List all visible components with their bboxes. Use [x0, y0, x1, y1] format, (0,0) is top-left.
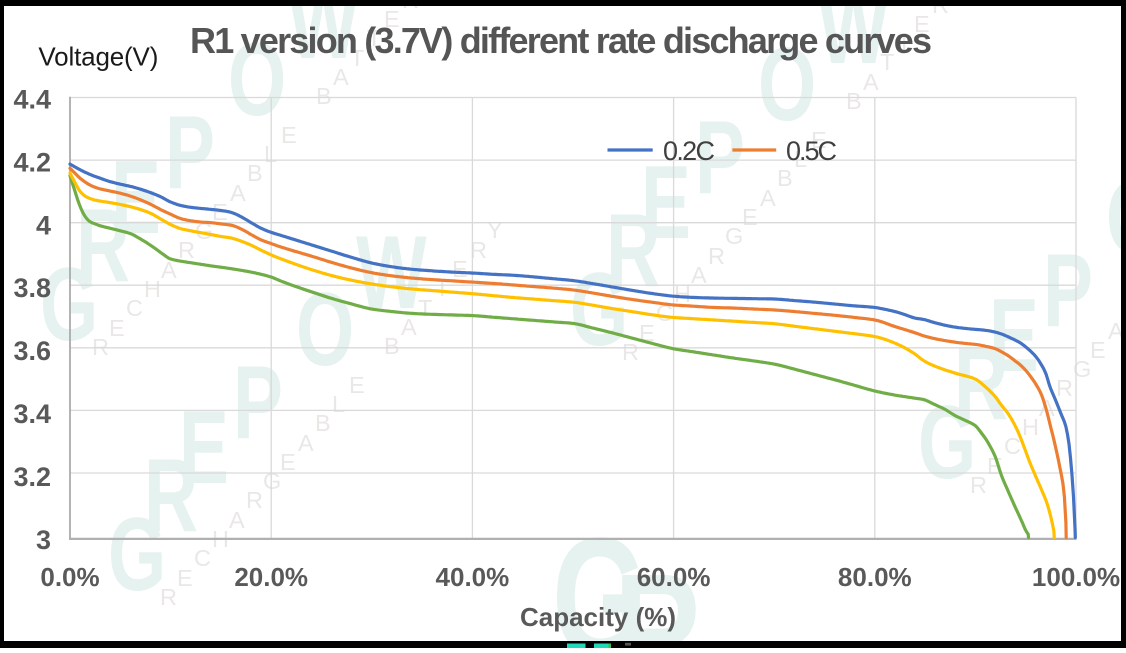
- svg-text:E: E: [384, 6, 400, 32]
- svg-text:C: C: [194, 545, 211, 571]
- svg-text:E: E: [109, 315, 125, 341]
- svg-text:R: R: [1056, 375, 1073, 401]
- svg-text:G: G: [918, 385, 976, 501]
- svg-text:L: L: [264, 141, 277, 167]
- svg-text:Y: Y: [487, 217, 503, 243]
- svg-text:R: R: [622, 339, 639, 365]
- svg-text:T: T: [350, 45, 364, 71]
- svg-text:E: E: [177, 565, 193, 591]
- svg-text:E: E: [179, 390, 229, 506]
- svg-text:E: E: [914, 11, 930, 37]
- svg-text:G: G: [195, 218, 213, 244]
- svg-text:R1 version (3.7V) different ra: R1 version (3.7V) different rate dischar…: [190, 20, 932, 61]
- svg-text:E: E: [212, 199, 228, 225]
- svg-text:R: R: [708, 243, 725, 269]
- svg-text:A: A: [333, 64, 349, 90]
- svg-text:O: O: [758, 27, 816, 143]
- svg-text:R: R: [470, 237, 487, 263]
- svg-text:H: H: [674, 281, 691, 307]
- svg-text:A: A: [863, 69, 879, 95]
- svg-text:C: C: [1004, 433, 1021, 459]
- svg-text:R: R: [160, 584, 177, 610]
- svg-text:A: A: [401, 314, 417, 340]
- svg-text:R: R: [92, 334, 109, 360]
- svg-text:A: A: [230, 180, 246, 206]
- svg-text:E: E: [281, 122, 297, 148]
- svg-text:W: W: [818, 0, 889, 86]
- svg-text:H: H: [1022, 414, 1039, 440]
- svg-text:Voltage(V): Voltage(V): [38, 41, 158, 71]
- svg-text:E: E: [1090, 337, 1106, 363]
- svg-text:O: O: [228, 22, 286, 138]
- svg-text:R: R: [246, 487, 263, 513]
- svg-text:3: 3: [36, 525, 51, 555]
- svg-text:G: G: [725, 223, 743, 249]
- svg-text:G: G: [263, 468, 281, 494]
- svg-text:B: B: [315, 410, 331, 436]
- svg-text:40.0%: 40.0%: [436, 562, 510, 592]
- svg-text:R: R: [178, 237, 195, 263]
- svg-text:G: G: [552, 503, 647, 648]
- svg-text:100.0%: 100.0%: [1032, 562, 1120, 592]
- svg-text:C: C: [126, 295, 143, 321]
- svg-text:0.5C: 0.5C: [786, 136, 837, 166]
- svg-text:G: G: [1073, 356, 1091, 382]
- svg-text:4: 4: [36, 210, 51, 240]
- svg-text:P: P: [1043, 233, 1093, 349]
- svg-text:B: B: [384, 333, 400, 359]
- svg-text:C: C: [656, 300, 673, 326]
- svg-text:L: L: [794, 146, 807, 172]
- svg-text:R: R: [970, 472, 987, 498]
- svg-text:E: E: [452, 256, 468, 282]
- svg-text:60.0%: 60.0%: [637, 562, 711, 592]
- svg-text:B: B: [777, 165, 793, 191]
- svg-text:A: A: [760, 185, 776, 211]
- svg-text:4.2: 4.2: [13, 147, 51, 177]
- svg-text:3.4: 3.4: [13, 399, 51, 429]
- svg-text:20.0%: 20.0%: [234, 562, 308, 592]
- svg-text:R: R: [144, 438, 198, 554]
- svg-text:W: W: [288, 0, 359, 81]
- svg-text:0.2C: 0.2C: [663, 136, 715, 166]
- svg-text:T: T: [897, 30, 911, 56]
- svg-text:T: T: [418, 295, 432, 321]
- svg-text:A: A: [691, 262, 707, 288]
- svg-text:G: G: [108, 497, 166, 613]
- svg-text:T: T: [367, 25, 381, 51]
- svg-text:A: A: [229, 507, 245, 533]
- svg-text:Capacity (%): Capacity (%): [520, 602, 676, 632]
- svg-text:A: A: [298, 430, 314, 456]
- svg-text:B: B: [247, 160, 263, 186]
- svg-text:E: E: [349, 372, 365, 398]
- svg-text:3.8: 3.8: [13, 273, 51, 303]
- svg-text:L: L: [332, 391, 345, 417]
- svg-text:A: A: [1108, 318, 1124, 344]
- svg-text:4.4: 4.4: [13, 85, 51, 115]
- svg-text:3.2: 3.2: [13, 462, 51, 492]
- svg-text:B: B: [846, 88, 862, 114]
- svg-text:P: P: [165, 95, 215, 211]
- svg-text:R: R: [614, 539, 702, 648]
- svg-text:E: E: [811, 127, 827, 153]
- svg-text:P: P: [695, 100, 745, 216]
- svg-text:E: E: [641, 145, 691, 261]
- svg-text:E: E: [742, 204, 758, 230]
- svg-text:B: B: [316, 83, 332, 109]
- svg-text:A: A: [161, 257, 177, 283]
- svg-text:0.0%: 0.0%: [40, 562, 99, 592]
- svg-text:80.0%: 80.0%: [838, 562, 912, 592]
- svg-text:T: T: [880, 49, 894, 75]
- svg-text:E: E: [280, 449, 296, 475]
- svg-text:3.6: 3.6: [13, 336, 51, 366]
- svg-text:H: H: [144, 276, 161, 302]
- svg-text:P: P: [233, 345, 283, 461]
